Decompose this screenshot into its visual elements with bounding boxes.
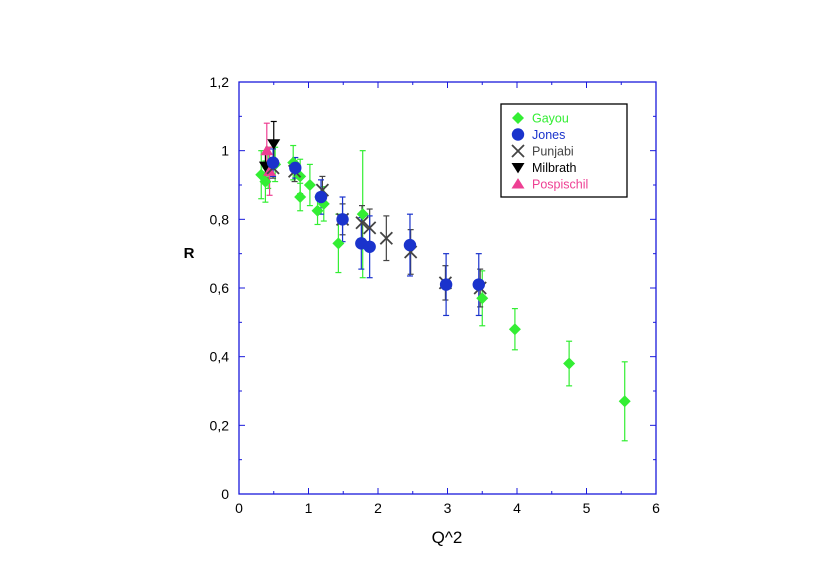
axis-ticks bbox=[238, 81, 657, 495]
x-tick-label: 5 bbox=[583, 500, 591, 516]
jones-point bbox=[336, 213, 349, 226]
gayou-point bbox=[294, 191, 307, 204]
legend-label-pospischil: Pospischil bbox=[532, 178, 588, 192]
gayou-point bbox=[259, 175, 272, 188]
jones-point bbox=[314, 190, 328, 204]
gayou-point bbox=[311, 204, 324, 217]
legend-marker-punjabi bbox=[511, 144, 525, 158]
punjabi-point bbox=[379, 231, 393, 245]
legend-label-punjabi: Punjabi bbox=[532, 145, 574, 159]
y-tick-label: 0,2 bbox=[210, 417, 230, 433]
x-tick-label: 4 bbox=[513, 500, 521, 516]
legend-marker-milbrath bbox=[511, 162, 525, 174]
y-tick-labels: 0 0,2 0,4 0,6 0,8 1 1,2 bbox=[210, 74, 230, 502]
jones-point bbox=[363, 240, 376, 253]
milbrath-point bbox=[267, 139, 281, 150]
y-tick-label: 1,2 bbox=[210, 74, 230, 90]
jones-point bbox=[289, 161, 302, 175]
legend-label-gayou: Gayou bbox=[532, 112, 569, 126]
punjabi-point bbox=[355, 216, 369, 230]
legend-marker-jones bbox=[511, 128, 525, 141]
gayou-point bbox=[476, 292, 489, 305]
y-tick-label: 0,6 bbox=[210, 280, 230, 296]
gayou-point bbox=[332, 237, 345, 250]
x-tick-label: 6 bbox=[652, 500, 660, 516]
x-tick-label: 1 bbox=[305, 500, 313, 516]
jones-point bbox=[472, 278, 485, 291]
legend-label-jones: Jones bbox=[532, 128, 565, 142]
x-tick-label: 2 bbox=[374, 500, 382, 516]
x-tick-label: 0 bbox=[235, 500, 243, 516]
jones-point bbox=[439, 278, 453, 291]
gayou-point bbox=[618, 395, 631, 408]
y-axis-label: R bbox=[184, 245, 195, 262]
y-tick-label: 0,8 bbox=[210, 211, 230, 227]
y-tick-label: 0 bbox=[221, 486, 229, 502]
legend-marker-gayou bbox=[512, 112, 524, 124]
legend-marker-pospischil bbox=[511, 178, 525, 189]
jones-point bbox=[266, 156, 280, 169]
y-tick-label: 1 bbox=[221, 143, 229, 159]
gayou-point bbox=[508, 323, 521, 336]
x-axis-label: Q^2 bbox=[432, 528, 463, 547]
legend-label-milbrath: Milbrath bbox=[532, 161, 577, 175]
data-markers bbox=[255, 139, 631, 408]
x-tick-labels: 0 1 2 3 4 5 6 bbox=[235, 500, 660, 516]
y-tick-label: 0,4 bbox=[210, 349, 230, 365]
punjabi-point bbox=[363, 221, 377, 235]
gayou-point bbox=[563, 357, 576, 370]
pospischil-point bbox=[260, 144, 274, 156]
legend: Gayou Jones Punjabi Milbrath Pospischil bbox=[500, 103, 628, 198]
x-tick-label: 3 bbox=[444, 500, 452, 516]
jones-point bbox=[403, 238, 417, 252]
gayou-point bbox=[303, 179, 316, 191]
gayou-point bbox=[356, 208, 369, 221]
